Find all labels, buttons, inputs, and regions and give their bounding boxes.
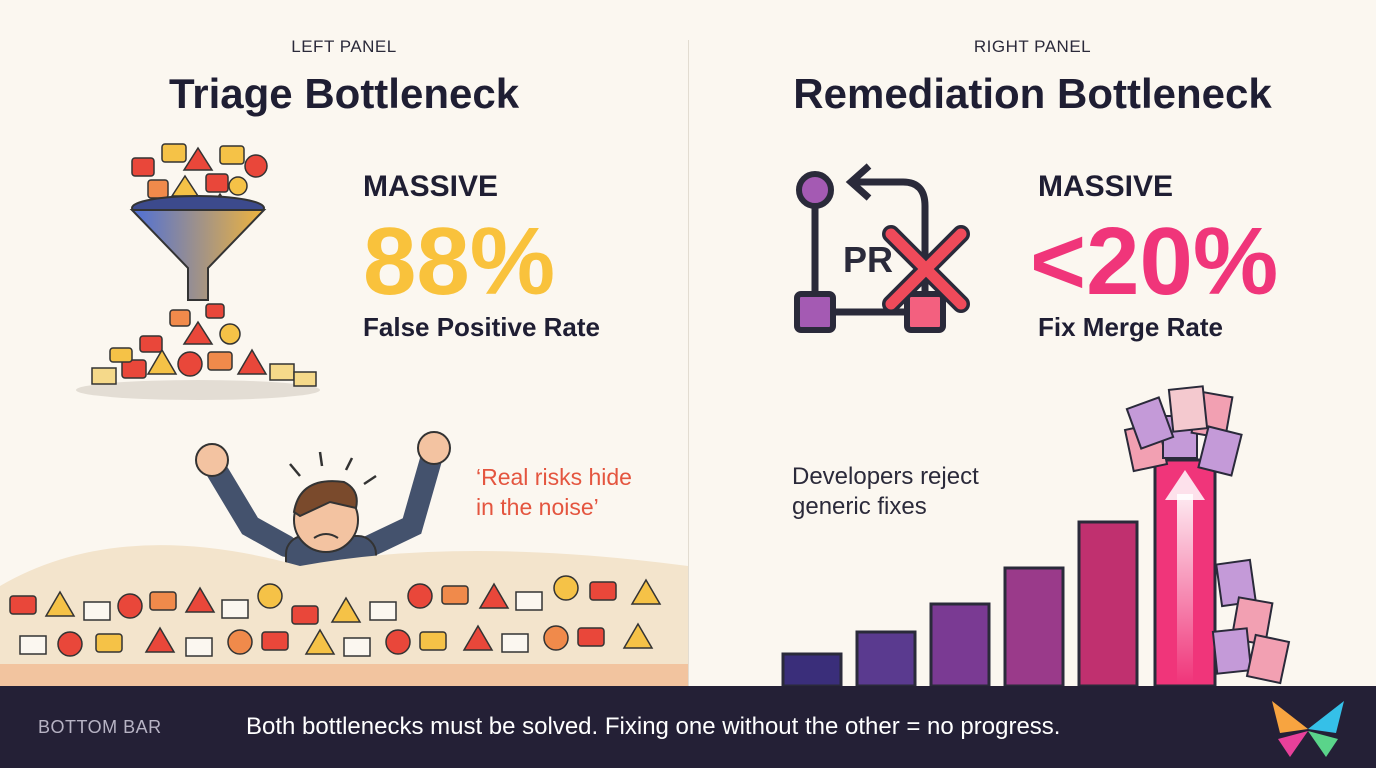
butterfly-logo-icon — [1272, 701, 1344, 757]
bottom-bar-message: Both bottlenecks must be solved. Fixing … — [246, 713, 1061, 740]
right-panel: RIGHT PANEL Remediation Bottleneck PR MA… — [689, 0, 1376, 686]
false-positive-rate-value: 88% — [363, 208, 556, 315]
bottom-bar-tag: BOTTOM BAR — [38, 717, 162, 737]
right-panel-tag: RIGHT PANEL — [973, 37, 1092, 56]
noise-quote-line-2: in the noise’ — [476, 494, 599, 520]
bar-3 — [929, 602, 991, 686]
developers-note-line-1: Developers reject — [792, 463, 979, 490]
rising-bars-illustration — [781, 385, 1291, 686]
right-metric-label: MASSIVE — [1038, 170, 1174, 203]
pull-request-icon: PR — [794, 163, 970, 333]
reject-x-icon — [882, 225, 970, 313]
panel-divider — [688, 40, 689, 686]
envelope-icon — [91, 303, 317, 387]
funnel-icon — [76, 143, 320, 400]
left-panel: LEFT PANEL Triage Bottleneck — [0, 0, 688, 686]
left-panel-tag: LEFT PANEL — [291, 37, 397, 56]
up-arrow-icon — [1165, 470, 1205, 684]
noise-quote: ‘Real risks hide in the noise’ — [476, 462, 632, 522]
bar-4 — [1003, 566, 1065, 686]
bar-5 — [1077, 520, 1139, 686]
developers-note-line-2: generic fixes — [792, 493, 927, 520]
fix-merge-rate-caption: Fix Merge Rate — [1038, 312, 1223, 342]
left-metric-label: MASSIVE — [363, 170, 499, 203]
noise-quote-line-1: ‘Real risks hide — [476, 464, 632, 490]
pr-label: PR — [843, 239, 893, 280]
bar-1 — [781, 652, 843, 686]
left-panel-title: Triage Bottleneck — [168, 70, 520, 117]
false-positive-rate-caption: False Positive Rate — [363, 312, 600, 342]
developers-note: Developers reject generic fixes — [792, 462, 979, 522]
document-icon — [1123, 385, 1291, 685]
frustrated-person-icon — [0, 431, 688, 686]
fix-merge-rate-value: <20% — [1030, 208, 1279, 315]
bar-2 — [855, 630, 917, 686]
alert-pile — [0, 575, 688, 686]
bottom-bar: BOTTOM BAR Both bottlenecks must be solv… — [0, 686, 1376, 768]
right-panel-title: Remediation Bottleneck — [793, 70, 1272, 117]
